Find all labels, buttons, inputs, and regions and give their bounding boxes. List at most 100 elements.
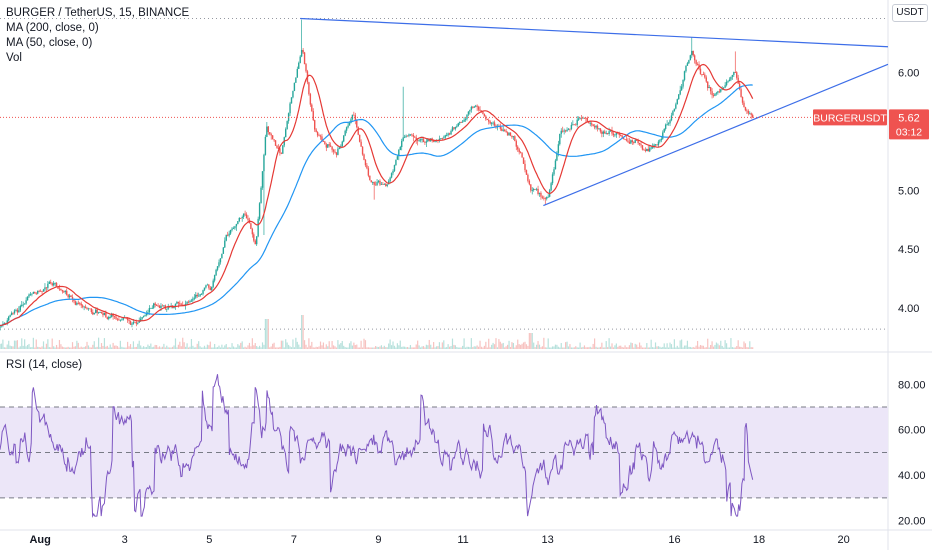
candle-body xyxy=(155,304,158,306)
candle-body xyxy=(242,213,245,217)
volume-bar xyxy=(224,345,226,349)
volume-bar xyxy=(285,339,287,349)
candle-body xyxy=(708,87,710,89)
candle-body xyxy=(89,308,91,310)
candle-body xyxy=(615,132,618,135)
candle-body xyxy=(699,68,702,75)
ma50-legend[interactable]: MA (50, close, 0) xyxy=(6,37,93,49)
candle-body xyxy=(209,287,211,291)
volume-bar xyxy=(127,341,129,349)
volume-bar xyxy=(118,347,120,349)
volume-bar xyxy=(739,346,741,349)
candle-body xyxy=(676,99,678,105)
time-tick-label: 7 xyxy=(291,534,297,546)
volume-bar xyxy=(501,343,503,349)
candle-body xyxy=(489,121,491,124)
currency-badge[interactable]: USDT xyxy=(892,4,928,22)
candle-body xyxy=(408,134,410,136)
volume-bar xyxy=(21,338,23,349)
volume-bar xyxy=(60,344,62,349)
volume-bar xyxy=(595,346,597,349)
candle-body xyxy=(158,305,161,309)
volume-bar xyxy=(672,347,674,349)
rsi-tick-label: 40.00 xyxy=(898,470,926,482)
candle-body xyxy=(244,213,246,215)
volume-bar xyxy=(309,345,311,349)
candle-body xyxy=(720,89,722,92)
candle-body xyxy=(193,297,196,299)
volume-bar xyxy=(746,347,748,349)
candle-body xyxy=(672,111,674,116)
volume-bar xyxy=(243,347,245,349)
candle-body xyxy=(514,136,516,142)
candle-body xyxy=(409,134,412,136)
volume-bar xyxy=(169,347,171,349)
volume-bar xyxy=(686,340,689,349)
candle-body xyxy=(605,133,607,134)
candle-body xyxy=(166,308,168,310)
volume-bar xyxy=(373,347,375,349)
symbol-title[interactable]: BURGER / TetherUS, 15, BINANCE xyxy=(6,7,190,19)
candle-body xyxy=(196,294,198,297)
volume-bar xyxy=(698,346,700,349)
volume-bar xyxy=(350,341,352,349)
volume-bar xyxy=(405,347,407,349)
volume-bar xyxy=(128,346,130,349)
volume-bar xyxy=(667,347,670,349)
volume-bar xyxy=(100,343,103,349)
candle-body xyxy=(738,83,741,90)
volume-bar xyxy=(77,342,79,349)
volume-bar xyxy=(390,345,393,349)
candle-body xyxy=(380,183,383,185)
volume-bar xyxy=(447,344,449,349)
candle-body xyxy=(736,72,738,78)
volume-bar xyxy=(583,345,586,349)
volume-bar xyxy=(621,346,623,349)
candle-body xyxy=(505,131,507,133)
candle-body xyxy=(42,289,45,292)
candle-body xyxy=(12,312,14,314)
volume-bar xyxy=(147,344,149,349)
candle-body xyxy=(490,123,493,125)
candle-body xyxy=(685,65,687,72)
volume-bar xyxy=(492,342,494,349)
volume-bar xyxy=(653,347,655,349)
candle-body xyxy=(74,301,77,305)
rsi-legend[interactable]: RSI (14, close) xyxy=(6,359,83,371)
volume-bar xyxy=(5,347,7,349)
volume-bar xyxy=(218,345,220,349)
candle-body xyxy=(627,140,629,142)
time-tick-label: Aug xyxy=(29,534,50,546)
candle-body xyxy=(448,133,451,135)
candle-body xyxy=(76,302,78,305)
volume-bar xyxy=(541,346,543,349)
volume-bar xyxy=(79,347,81,349)
volume-bar xyxy=(480,346,483,349)
volume-bar xyxy=(707,338,709,349)
candle-body xyxy=(583,117,586,119)
volume-bar xyxy=(670,344,673,349)
candle-body xyxy=(717,91,719,93)
volume-bar xyxy=(652,347,654,349)
candle-body xyxy=(205,285,207,288)
candle-body xyxy=(396,156,399,160)
volume-bar xyxy=(187,347,190,349)
volume-legend[interactable]: Vol xyxy=(6,52,22,64)
volume-bar xyxy=(666,343,668,349)
volume-bar xyxy=(399,340,401,349)
volume-bar xyxy=(714,344,716,349)
candle-body xyxy=(6,320,8,324)
volume-bar xyxy=(660,347,662,349)
volume-bar xyxy=(286,342,288,349)
candle-body xyxy=(187,301,190,303)
candle-body xyxy=(444,135,446,138)
volume-bar xyxy=(637,347,639,349)
candle-body xyxy=(659,140,661,142)
candle-body xyxy=(145,313,148,316)
candle-body xyxy=(701,74,703,75)
candle-body xyxy=(289,103,291,114)
volume-bar xyxy=(636,344,638,349)
candle-body xyxy=(51,283,53,286)
ma200-legend[interactable]: MA (200, close, 0) xyxy=(6,22,99,34)
